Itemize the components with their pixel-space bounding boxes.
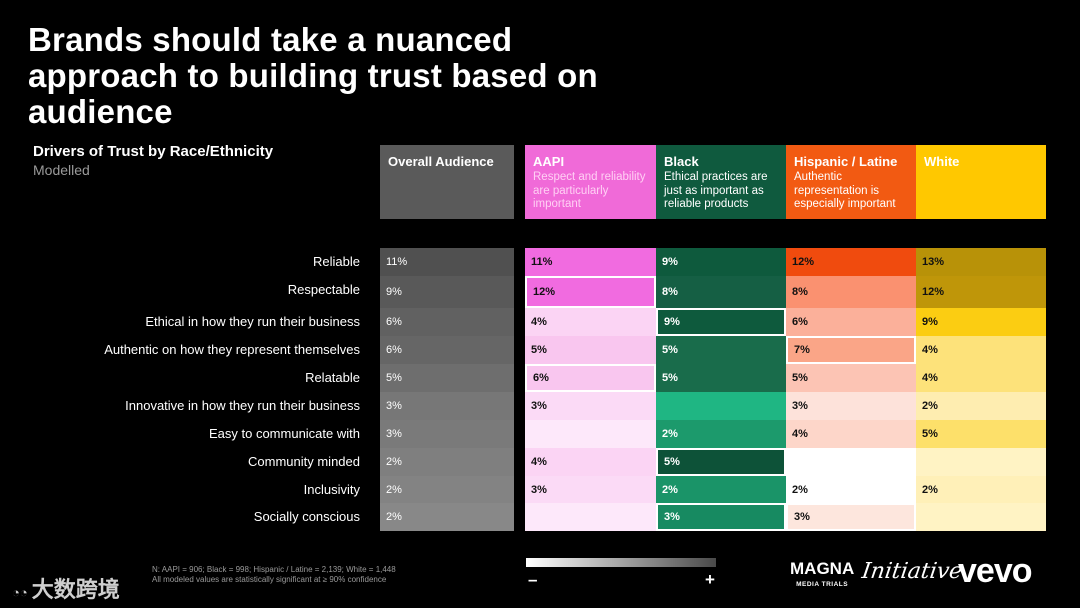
column-header-name: Overall Audience [388,154,494,169]
row-label-respectable: Respectable [287,282,360,297]
initiative-logo: Initiative [860,559,964,584]
cell-inclusivity-overall-audience: 2% [380,476,514,503]
cell-innovative-in-how-they-run-their-business-white: 2% [916,392,1046,420]
row-label-community-minded: Community minded [248,454,360,469]
cell-ethical-in-how-they-run-their-business-overall-audience: 6% [380,308,514,336]
column-header-hispanic-latine: Hispanic / Latine Authentic representatio… [786,145,916,219]
cell-community-minded-white [916,448,1046,476]
cell-socially-conscious-white [916,503,1046,531]
cell-reliable-white: 13% [916,248,1046,276]
cell-authentic-on-how-they-represent-themselves-white: 4% [916,336,1046,364]
cell-authentic-on-how-they-represent-themselves-hispanic-latine: 7% [786,336,916,364]
cell-authentic-on-how-they-represent-themselves-aapi: 5% [525,336,656,364]
vevo-logo: vevo [958,552,1032,590]
cell-easy-to-communicate-with-black: 2% [656,420,786,448]
cell-inclusivity-hispanic-latine: 2% [786,476,916,503]
row-label-authentic-on-how-they-represent-themselves: Authentic on how they represent themselv… [104,342,360,357]
cell-respectable-black: 8% [656,276,786,308]
column-header-description: Ethical practices are just as important … [664,171,768,210]
row-label-inclusivity: Inclusivity [303,482,360,497]
column-header-aapi: AAPI Respect and reliability are particul… [525,145,656,219]
cell-innovative-in-how-they-run-their-business-overall-audience: 3% [380,392,514,420]
cell-respectable-white: 12% [916,276,1046,308]
color-scale-legend [526,558,716,567]
column-header-overall-audience: Overall Audience [380,145,514,219]
footnote-sample-sizes: N: AAPI = 906; Black = 998; Hispanic / L… [152,565,396,574]
cell-respectable-aapi: 12% [525,276,656,308]
legend-minus-label: – [528,570,538,589]
column-header-name: White [924,154,960,169]
row-label-easy-to-communicate-with: Easy to communicate with [208,426,360,441]
column-header-description: Authentic representation is especially i… [794,171,896,210]
cell-socially-conscious-overall-audience: 2% [380,503,514,531]
cell-easy-to-communicate-with-hispanic-latine: 4% [786,420,916,448]
magna-logo-text: MAGNA [790,559,855,578]
cell-relatable-hispanic-latine: 5% [786,364,916,392]
cell-innovative-in-how-they-run-their-business-black [656,392,786,420]
magna-logo: MAGNA MEDIA TRIALS [790,559,855,592]
cell-reliable-overall-audience: 11% [380,248,514,276]
cell-relatable-aapi: 6% [525,364,656,392]
chart-modelled-label: Modelled [33,162,90,178]
cell-relatable-black: 5% [656,364,786,392]
column-header-description: Respect and reliability are particularly… [533,171,646,210]
row-label-relatable: Relatable [305,370,360,385]
chart-title: Drivers of Trust by Race/Ethnicity [33,143,274,160]
cell-inclusivity-white: 2% [916,476,1046,503]
cell-community-minded-aapi: 4% [525,448,656,476]
footnote: N: AAPI = 906; Black = 998; Hispanic / L… [152,565,396,585]
cell-inclusivity-black: 2% [656,476,786,503]
cell-community-minded-hispanic-latine [786,448,916,476]
cell-respectable-overall-audience: 9% [380,276,514,308]
column-header-name: Hispanic / Latine [794,154,898,169]
cell-socially-conscious-black: 3% [656,503,786,531]
cell-reliable-aapi: 11% [525,248,656,276]
cell-ethical-in-how-they-run-their-business-black: 9% [656,308,786,336]
row-label-ethical-in-how-they-run-their-business: Ethical in how they run their business [145,314,360,329]
cell-relatable-white: 4% [916,364,1046,392]
cell-socially-conscious-aapi [525,503,656,531]
cell-respectable-hispanic-latine: 8% [786,276,916,308]
cell-ethical-in-how-they-run-their-business-white: 9% [916,308,1046,336]
row-label-innovative-in-how-they-run-their-business: Innovative in how they run their busines… [125,398,360,413]
column-header-name: AAPI [533,154,565,169]
watermark-text: 大数跨境 [31,577,120,602]
cell-innovative-in-how-they-run-their-business-hispanic-latine: 3% [786,392,916,420]
row-label-socially-conscious: Socially conscious [253,509,360,524]
chart-subtitle: Drivers of Trust by Race/Ethnicity Model… [33,143,273,179]
cell-inclusivity-aapi: 3% [525,476,656,503]
watermark-icon: ◔◔ [12,585,28,600]
cell-ethical-in-how-they-run-their-business-hispanic-latine: 6% [786,308,916,336]
column-header-name: Black [664,154,699,169]
row-label-reliable: Reliable [313,254,360,269]
cell-ethical-in-how-they-run-their-business-aapi: 4% [525,308,656,336]
cell-relatable-overall-audience: 5% [380,364,514,392]
cell-community-minded-black: 5% [656,448,786,476]
column-header-white: White [916,145,1046,219]
cell-authentic-on-how-they-represent-themselves-black: 5% [656,336,786,364]
cell-community-minded-overall-audience: 2% [380,448,514,476]
watermark: ◔◔ 大数跨境 [12,572,120,604]
footnote-significance: All modeled values are statistically sig… [152,575,387,584]
legend-plus-label: + [705,570,715,589]
cell-innovative-in-how-they-run-their-business-aapi: 3% [525,392,656,420]
cell-easy-to-communicate-with-white: 5% [916,420,1046,448]
cell-reliable-black: 9% [656,248,786,276]
column-header-black: Black Ethical practices are just as impor… [656,145,786,219]
cell-reliable-hispanic-latine: 12% [786,248,916,276]
cell-easy-to-communicate-with-overall-audience: 3% [380,420,514,448]
magna-logo-subtext: MEDIA TRIALS [796,581,849,588]
cell-socially-conscious-hispanic-latine: 3% [786,503,916,531]
page-title: Brands should take a nuanced approach to… [28,21,598,130]
cell-easy-to-communicate-with-aapi [525,420,656,448]
cell-authentic-on-how-they-represent-themselves-overall-audience: 6% [380,336,514,364]
